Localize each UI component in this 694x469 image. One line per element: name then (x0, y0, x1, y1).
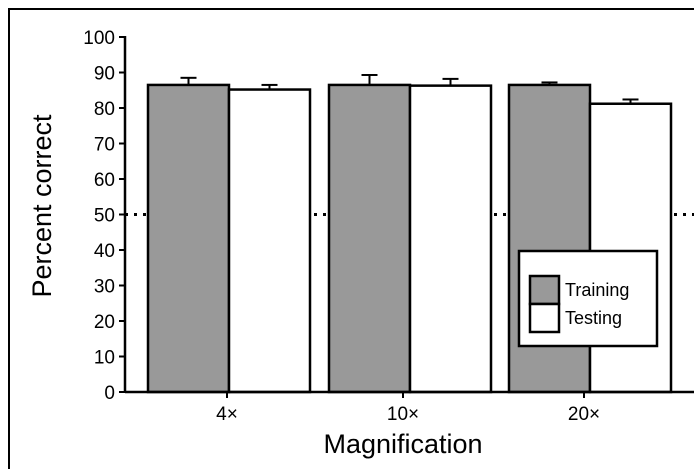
y-tick-label: 0 (104, 383, 115, 404)
y-tick-label: 10 (94, 348, 115, 369)
legend-label-testing: Testing (565, 308, 622, 328)
bar-training-4 (146, 83, 231, 394)
y-tick-label: 50 (94, 206, 115, 227)
y-tick-label: 30 (94, 277, 115, 298)
y-tick-label: 90 (94, 64, 115, 85)
y-tick-label: 70 (94, 135, 115, 156)
y-tick-label: 40 (94, 241, 115, 262)
x-tick-label: 10× (387, 404, 419, 425)
bar-training-10 (327, 83, 412, 394)
y-axis-title: Percent correct (27, 114, 57, 298)
x-tick-label: 4× (216, 404, 238, 425)
bar-testing-10 (408, 84, 493, 394)
legend-swatch-testing (528, 302, 561, 334)
y-tick-label: 100 (83, 28, 115, 49)
x-tick-label: 20× (568, 404, 600, 425)
figure-frame (8, 8, 694, 469)
y-tick-label: 20 (94, 312, 115, 333)
legend-swatch-training (528, 274, 561, 306)
bar-testing-20 (588, 102, 673, 394)
legend-label-training: Training (565, 280, 629, 300)
legend: Training Testing (517, 249, 659, 348)
y-tick-label: 80 (94, 99, 115, 120)
x-axis-title: Magnification (323, 429, 482, 459)
bar-testing-4 (227, 88, 312, 394)
y-tick-label: 60 (94, 170, 115, 191)
